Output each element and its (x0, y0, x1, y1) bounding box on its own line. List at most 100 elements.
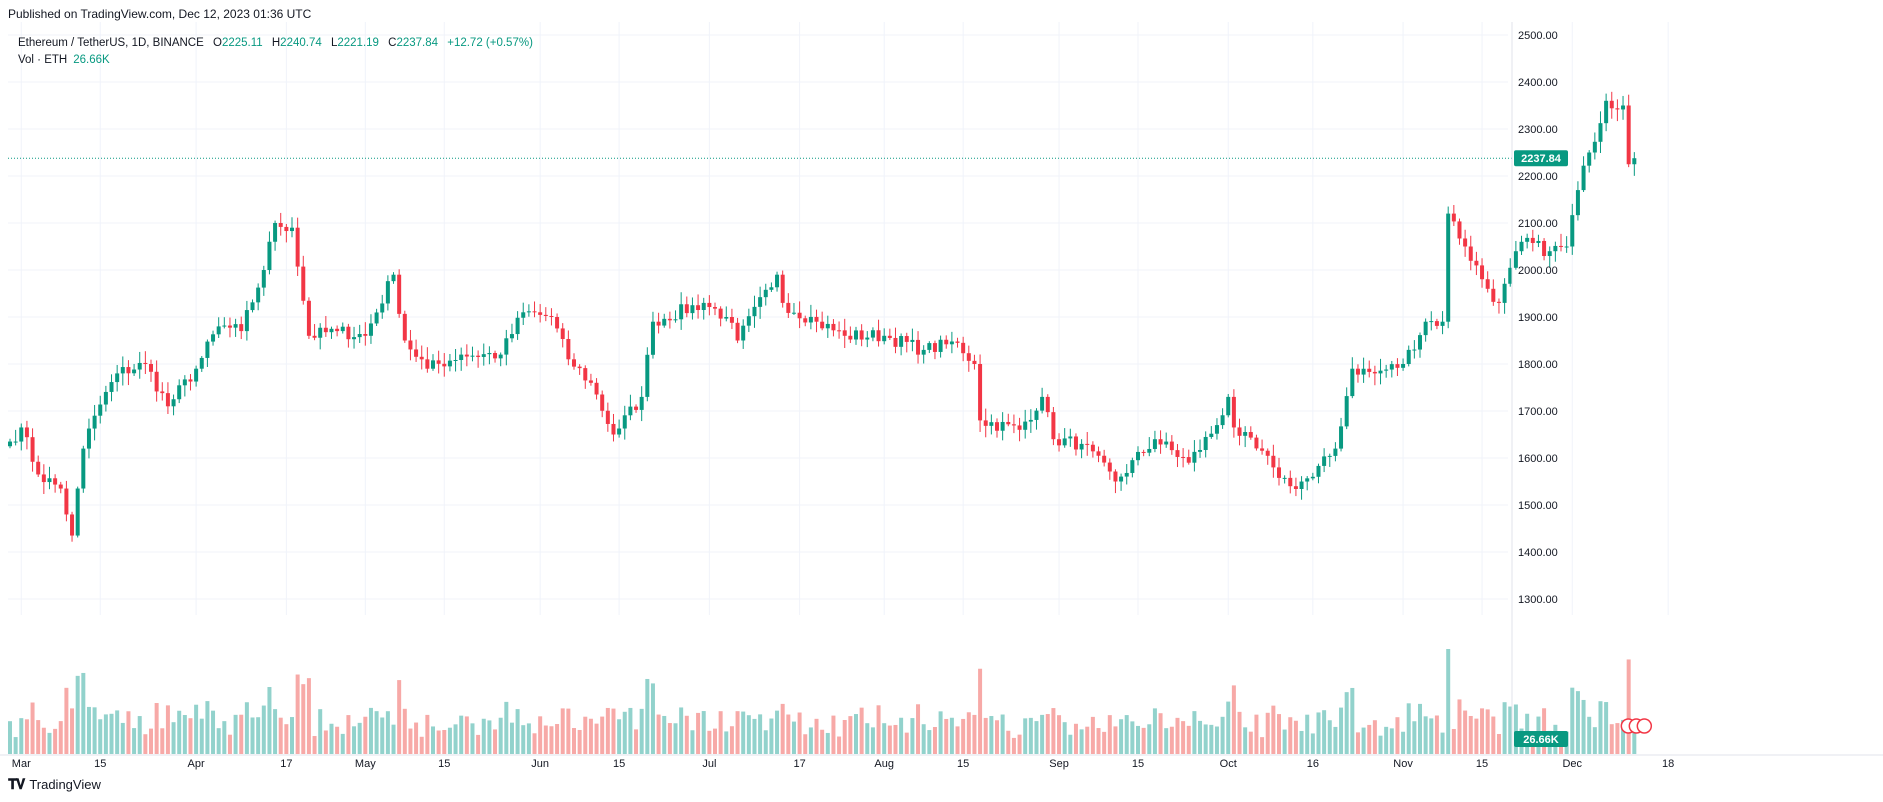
candle-body[interactable] (1350, 368, 1355, 397)
candle-body[interactable] (1164, 441, 1169, 445)
candle-body[interactable] (1271, 455, 1276, 468)
candle-body[interactable] (1310, 476, 1315, 479)
candle-body[interactable] (741, 325, 746, 341)
candle-body[interactable] (1401, 364, 1406, 368)
candle-body[interactable] (1192, 451, 1197, 463)
candle-body[interactable] (515, 317, 520, 335)
candle-body[interactable] (899, 336, 904, 347)
candle-body[interactable] (1198, 449, 1203, 452)
candle-body[interactable] (244, 310, 249, 332)
candle-body[interactable] (1322, 456, 1327, 466)
candle-body[interactable] (481, 354, 486, 357)
footer-branding[interactable]: 𝐓𝐕 TradingView (8, 776, 101, 793)
candle-body[interactable] (36, 461, 41, 475)
candle-body[interactable] (476, 355, 481, 357)
candle-body[interactable] (1519, 241, 1524, 252)
candle-body[interactable] (1429, 321, 1434, 323)
candle-body[interactable] (707, 302, 712, 308)
candle-body[interactable] (1130, 460, 1135, 473)
candle-body[interactable] (526, 311, 531, 313)
candle-body[interactable] (222, 325, 227, 327)
candle-body[interactable] (1040, 396, 1045, 411)
candle-body[interactable] (1260, 448, 1265, 451)
candle-body[interactable] (1485, 279, 1490, 289)
candle-body[interactable] (182, 379, 187, 386)
candle-body[interactable] (1119, 476, 1124, 482)
candle-body[interactable] (701, 302, 706, 311)
candle-body[interactable] (301, 266, 306, 301)
candle-body[interactable] (729, 317, 734, 323)
candle-body[interactable] (380, 303, 385, 313)
candle-body[interactable] (662, 318, 667, 326)
candle-body[interactable] (983, 420, 988, 426)
candle-body[interactable] (1068, 436, 1073, 439)
symbol-label[interactable]: Ethereum / TetherUS, 1D, BINANCE (18, 37, 204, 49)
candle-body[interactable] (493, 352, 498, 359)
candle-body[interactable] (713, 307, 717, 309)
candle-body[interactable] (1102, 455, 1107, 463)
candle-body[interactable] (605, 410, 610, 424)
candle-body[interactable] (1372, 371, 1377, 374)
candle-body[interactable] (949, 341, 954, 345)
candle-body[interactable] (487, 352, 492, 355)
candle-body[interactable] (673, 319, 678, 321)
candle-body[interactable] (177, 385, 182, 400)
candle-body[interactable] (865, 337, 870, 340)
candle-body[interactable] (876, 330, 881, 342)
candle-body[interactable] (295, 227, 300, 267)
candle-body[interactable] (447, 360, 452, 367)
candle-body[interactable] (916, 339, 921, 355)
candle-body[interactable] (1536, 240, 1541, 244)
candle-body[interactable] (1327, 455, 1332, 457)
candle-body[interactable] (763, 289, 768, 298)
candle-body[interactable] (650, 321, 655, 355)
candle-body[interactable] (1282, 477, 1287, 479)
candle-body[interactable] (1547, 251, 1552, 257)
candle-body[interactable] (938, 339, 943, 352)
candle-body[interactable] (718, 308, 723, 319)
candle-body[interactable] (442, 363, 447, 367)
candle-body[interactable] (290, 227, 294, 232)
candle-body[interactable] (995, 422, 999, 431)
candle-body[interactable] (1062, 438, 1067, 446)
candle-body[interactable] (679, 304, 684, 320)
candle-body[interactable] (256, 287, 261, 303)
candle-body[interactable] (1530, 237, 1535, 244)
candle-body[interactable] (1626, 105, 1631, 165)
candle-body[interactable] (1006, 421, 1011, 425)
candle-body[interactable] (611, 423, 616, 435)
candle-body[interactable] (848, 335, 853, 340)
candle-body[interactable] (1355, 368, 1360, 375)
candle-body[interactable] (1209, 433, 1214, 437)
candle-body[interactable] (464, 354, 469, 357)
candle-body[interactable] (103, 391, 108, 405)
candle-body[interactable] (1604, 100, 1609, 124)
candle-body[interactable] (1277, 467, 1281, 478)
candle-body[interactable] (205, 341, 210, 358)
candle-body[interactable] (368, 323, 373, 336)
candle-body[interactable] (1474, 260, 1479, 266)
candle-body[interactable] (1175, 450, 1180, 457)
candle-body[interactable] (1508, 267, 1513, 284)
candle-body[interactable] (543, 314, 548, 316)
candle-body[interactable] (1299, 481, 1304, 489)
candle-body[interactable] (431, 360, 435, 369)
candle-body[interactable] (1339, 426, 1344, 449)
candle-body[interactable] (137, 362, 142, 370)
candle-body[interactable] (656, 321, 661, 326)
volume-label[interactable]: Vol · ETH (18, 54, 68, 66)
candle-body[interactable] (1463, 238, 1468, 247)
candle-body[interactable] (1017, 425, 1022, 430)
candle-body[interactable] (927, 343, 932, 350)
candle-body[interactable] (41, 474, 46, 483)
candle-body[interactable] (498, 354, 503, 359)
candle-body[interactable] (329, 328, 334, 333)
candle-body[interactable] (1378, 370, 1383, 374)
candle-body[interactable] (1090, 444, 1095, 452)
candle-body[interactable] (854, 330, 858, 340)
candle-body[interactable] (972, 360, 977, 364)
candle-body[interactable] (577, 366, 582, 369)
candle-body[interactable] (786, 302, 791, 313)
candle-body[interactable] (165, 393, 170, 407)
candle-body[interactable] (1293, 486, 1298, 489)
